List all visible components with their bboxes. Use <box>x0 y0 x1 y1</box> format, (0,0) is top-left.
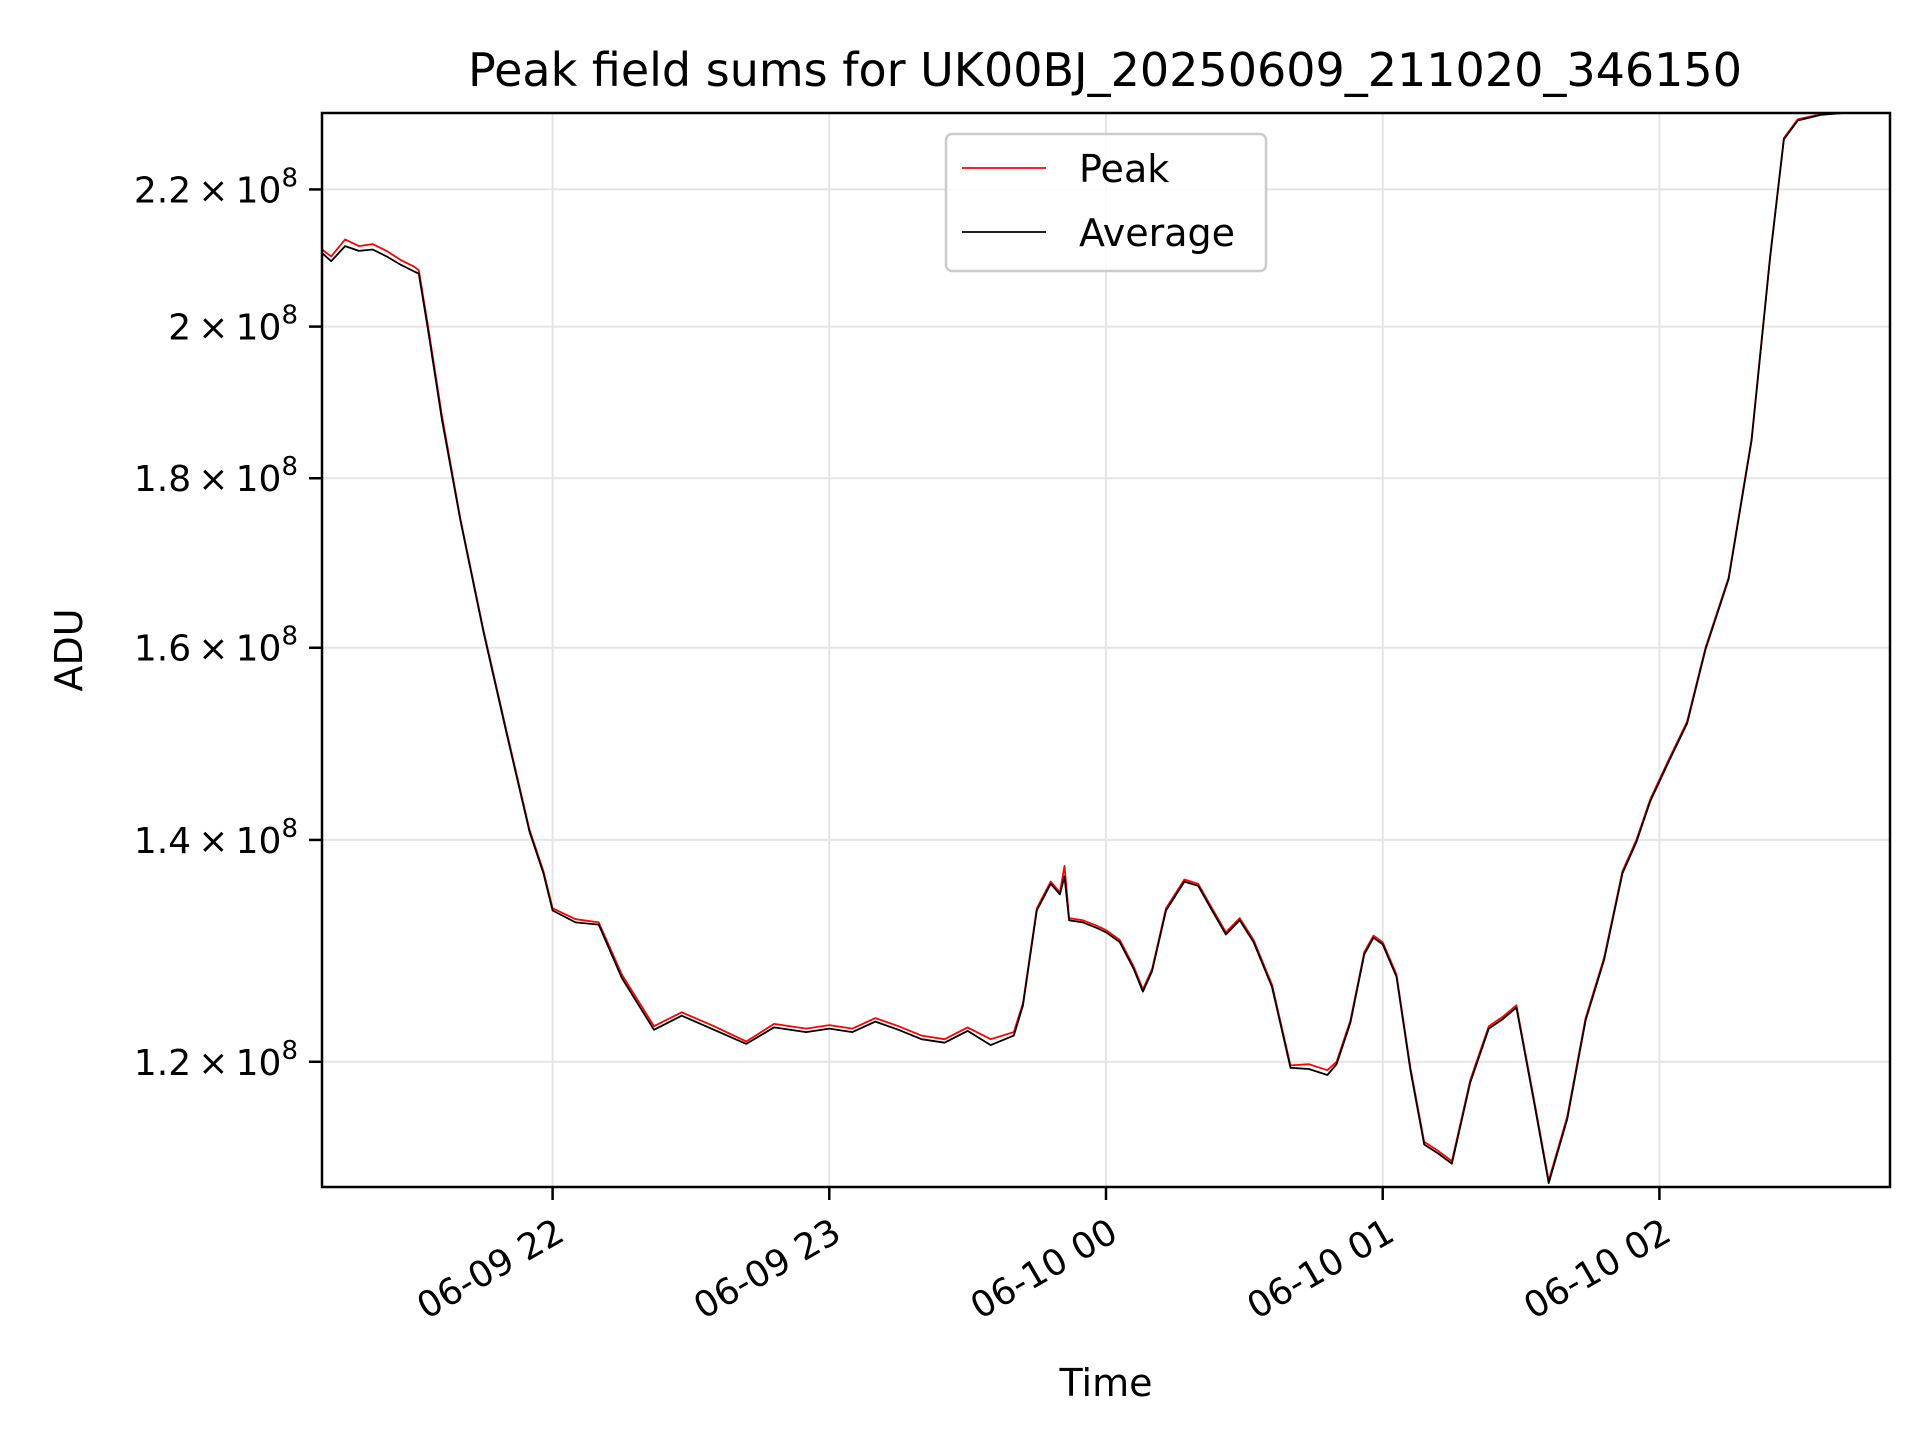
legend: Peak Average <box>944 132 1268 273</box>
series-line-average <box>321 112 1844 1184</box>
y-tick-label: 1.4 × 108 <box>134 814 298 862</box>
legend-label-peak: Peak <box>1079 147 1169 191</box>
y-tick-label: 1.8 × 108 <box>134 452 298 500</box>
legend-label-average: Average <box>1079 211 1235 255</box>
x-axis-label: Time <box>1059 1361 1153 1405</box>
y-tick-label: 1.2 × 108 <box>134 1036 298 1084</box>
y-axis-label: ADU <box>47 608 91 691</box>
y-tick-label: 1.6 × 108 <box>134 622 298 670</box>
y-axis-ticks: 1.2 × 108 1.4 × 108 1.6 × 108 1.8 × 108 2 × … <box>134 163 322 1084</box>
chart-title: Peak field sums for UK00BJ_20250609_2110… <box>468 43 1742 97</box>
y-tick-label: 2.2 × 108 <box>134 163 298 211</box>
y-tick-label: 2 × 108 <box>168 301 298 349</box>
plot-series <box>321 112 1844 1184</box>
